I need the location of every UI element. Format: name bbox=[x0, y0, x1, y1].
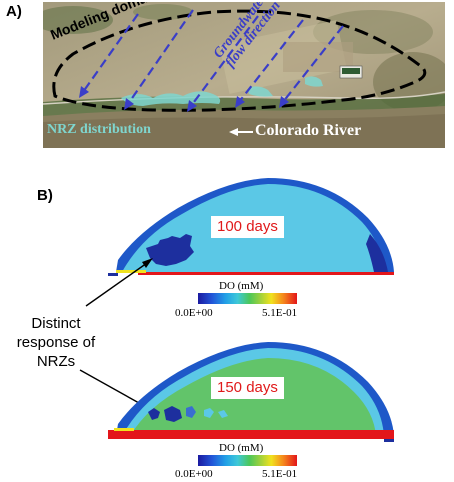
panel-a-label: A) bbox=[6, 3, 22, 20]
colorado-river-label: Colorado River bbox=[255, 122, 362, 139]
colorbar-1-min: 0.0E+00 bbox=[175, 307, 213, 319]
nrz-distribution-label: NRZ distribution bbox=[47, 122, 151, 137]
aerial-photo: Modeling domain Groundwater flow directi… bbox=[43, 2, 445, 148]
colorbar-1 bbox=[198, 293, 297, 304]
panel-b-label: B) bbox=[37, 187, 53, 204]
annotation-line-3: NRZs bbox=[36, 353, 76, 370]
nrz-response-annotation: Distinct response of NRZs bbox=[6, 314, 106, 371]
annotation-line-2: response of bbox=[16, 334, 96, 351]
colorbar-2-max: 5.1E-01 bbox=[262, 468, 298, 480]
colorbar-2 bbox=[198, 455, 297, 466]
colorbar-title-2: DO (mM) bbox=[219, 442, 264, 454]
colorbar-title-1: DO (mM) bbox=[219, 280, 264, 292]
days-label-150: 150 days bbox=[211, 377, 284, 399]
colorbar-1-max: 5.1E-01 bbox=[262, 307, 298, 319]
days-label-100: 100 days bbox=[211, 216, 284, 238]
annotation-line-1: Distinct bbox=[31, 315, 81, 332]
colorbar-2-min: 0.0E+00 bbox=[175, 468, 213, 480]
